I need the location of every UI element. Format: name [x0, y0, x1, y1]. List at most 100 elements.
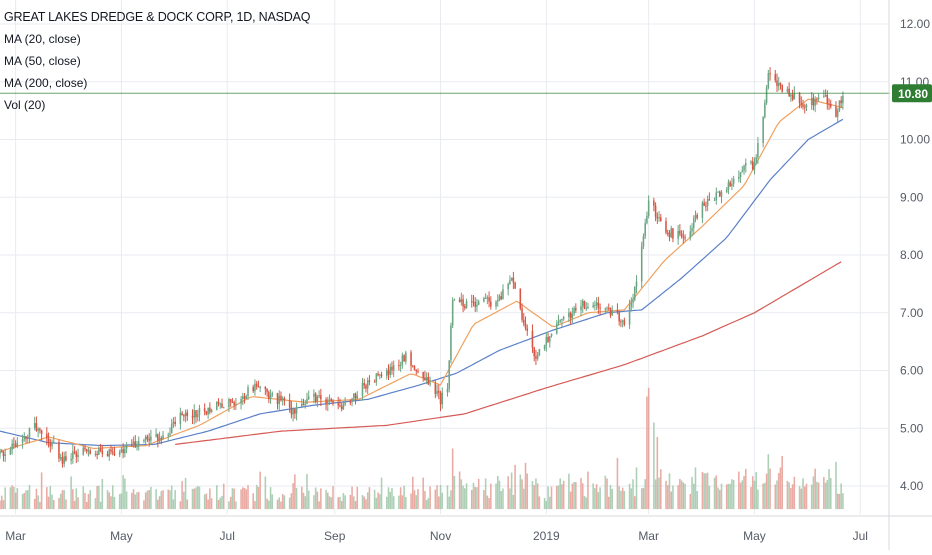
ma50-line: [0, 118, 844, 447]
volume-bar: [318, 501, 320, 510]
candle-body: [255, 383, 258, 387]
chart-title: GREAT LAKES DREDGE & DOCK CORP, 1D, NASD…: [4, 10, 311, 24]
volume-bar: [713, 477, 716, 510]
candle-body: [186, 412, 189, 416]
volume-bar: [252, 493, 254, 510]
candle-body: [774, 74, 777, 81]
candle-body: [356, 395, 359, 399]
volume-bar: [73, 500, 76, 510]
candle-body: [670, 228, 672, 238]
candle-body: [47, 438, 50, 443]
candle-body: [694, 214, 697, 219]
volume-bar: [118, 494, 121, 510]
candle-body: [330, 399, 333, 401]
volume-bar: [500, 491, 503, 510]
legend: GREAT LAKES DREDGE & DOCK CORP, 1D, NASD…: [4, 10, 310, 120]
legend-ma20[interactable]: MA (20, close): [4, 32, 81, 46]
candle-body: [595, 302, 598, 306]
candle-body: [672, 228, 674, 239]
candle-body: [254, 383, 256, 392]
volume-bar: [621, 487, 624, 510]
volume-bar: [755, 472, 757, 510]
volume-bar: [680, 480, 683, 510]
volume-bar: [351, 486, 353, 510]
x-tick-label: Mar: [638, 529, 659, 543]
legend-ma200[interactable]: MA (200, close): [4, 76, 88, 90]
volume-bar: [278, 497, 281, 510]
candle-body: [35, 423, 38, 431]
candle-body: [183, 415, 185, 417]
candle-body: [788, 88, 790, 97]
candle-body: [524, 323, 527, 329]
volume-bar: [509, 488, 511, 510]
candle-body: [523, 319, 525, 324]
candle-body: [604, 308, 607, 310]
volume-bar: [769, 468, 771, 510]
volume-bar: [823, 477, 825, 510]
y-tick-label: 10.00: [900, 133, 930, 147]
volume-bar: [620, 490, 622, 510]
volume-bar: [486, 495, 489, 510]
candle-body: [110, 449, 112, 452]
volume-bar: [429, 486, 431, 510]
volume-bar: [365, 499, 367, 510]
volume-bar: [464, 488, 466, 510]
volume-bar: [26, 490, 29, 510]
volume-bar: [741, 480, 744, 510]
volume-bar: [99, 501, 102, 510]
volume-bar: [387, 487, 390, 510]
volume-bar: [314, 487, 317, 510]
candle-body: [169, 433, 171, 435]
candle-body: [536, 355, 539, 359]
volume-bar: [65, 499, 67, 510]
candle-body: [134, 441, 137, 448]
candle-body: [314, 393, 317, 402]
candle-body: [514, 282, 516, 289]
volume-bar: [82, 486, 85, 510]
candle-body: [547, 336, 549, 342]
volume-bar: [654, 479, 657, 510]
candle-body: [229, 399, 232, 403]
volume-bar: [125, 491, 128, 510]
candle-body: [559, 320, 561, 322]
candle-body: [150, 436, 152, 441]
volume-bar: [438, 496, 440, 510]
candle-body: [290, 407, 293, 415]
volume-bar: [474, 486, 476, 510]
volume-bar: [398, 495, 400, 510]
candle-body: [385, 370, 388, 377]
candle-body: [349, 401, 352, 403]
volume-bar: [568, 473, 570, 510]
candle-body: [642, 236, 645, 247]
y-tick-label: 5.00: [900, 421, 924, 435]
volume-bar: [840, 483, 842, 510]
candle-body: [75, 452, 78, 458]
volume-bar: [302, 492, 305, 510]
volume-bar: [642, 487, 645, 510]
candle-body: [750, 161, 752, 164]
legend-volume[interactable]: Vol (20): [4, 98, 46, 112]
x-tick-label: Mar: [5, 529, 26, 543]
volume-bar: [327, 492, 329, 510]
volume-bar: [63, 490, 65, 510]
candle-body: [488, 297, 490, 302]
volume-bar: [805, 483, 808, 510]
candle-body: [124, 448, 126, 454]
volume-bar: [599, 487, 601, 510]
legend-ma50[interactable]: MA (50, close): [4, 54, 81, 68]
candle-body: [120, 449, 123, 452]
candle-body: [502, 289, 504, 300]
volume-bar: [0, 495, 3, 510]
volume-bar: [434, 489, 437, 510]
candle-body: [842, 95, 844, 104]
volume-bar: [635, 467, 638, 510]
candle-body: [630, 302, 633, 307]
candle-body: [242, 396, 244, 399]
volume-bar: [606, 478, 608, 510]
candle-body: [545, 336, 548, 346]
candle-body: [28, 427, 31, 438]
volume-bar: [483, 490, 485, 510]
volume-bar: [751, 476, 754, 510]
